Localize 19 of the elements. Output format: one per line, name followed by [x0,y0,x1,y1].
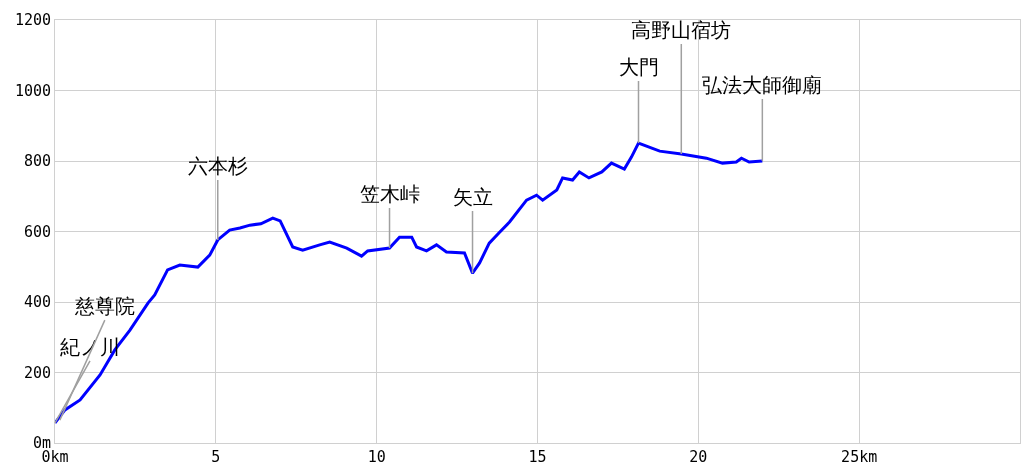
x-tick-label: 5 [211,448,221,466]
annotation: 矢立 [453,185,493,209]
annotation: 高野山宿坊 [631,18,731,42]
annotation: 慈尊院 [74,294,135,318]
x-tick-label: 20 [689,448,708,466]
annotation: 六本杉 [188,154,248,178]
x-tick-label: 10 [367,448,386,466]
y-tick-label: 800 [23,152,51,171]
y-tick-label: 200 [23,363,51,382]
annotation: 弘法大師御廟 [702,73,822,97]
annotation: 大門 [619,55,659,79]
x-tick-label: 25km [841,448,878,466]
y-tick-label: 400 [23,293,51,312]
y-tick-label: 1200 [14,11,51,30]
y-tick-label: 1000 [14,81,51,100]
line-series [55,141,764,425]
y-tick-label: 600 [23,222,51,241]
annotation: 笠木峠 [360,182,420,206]
x-tick-label: 15 [528,448,547,466]
